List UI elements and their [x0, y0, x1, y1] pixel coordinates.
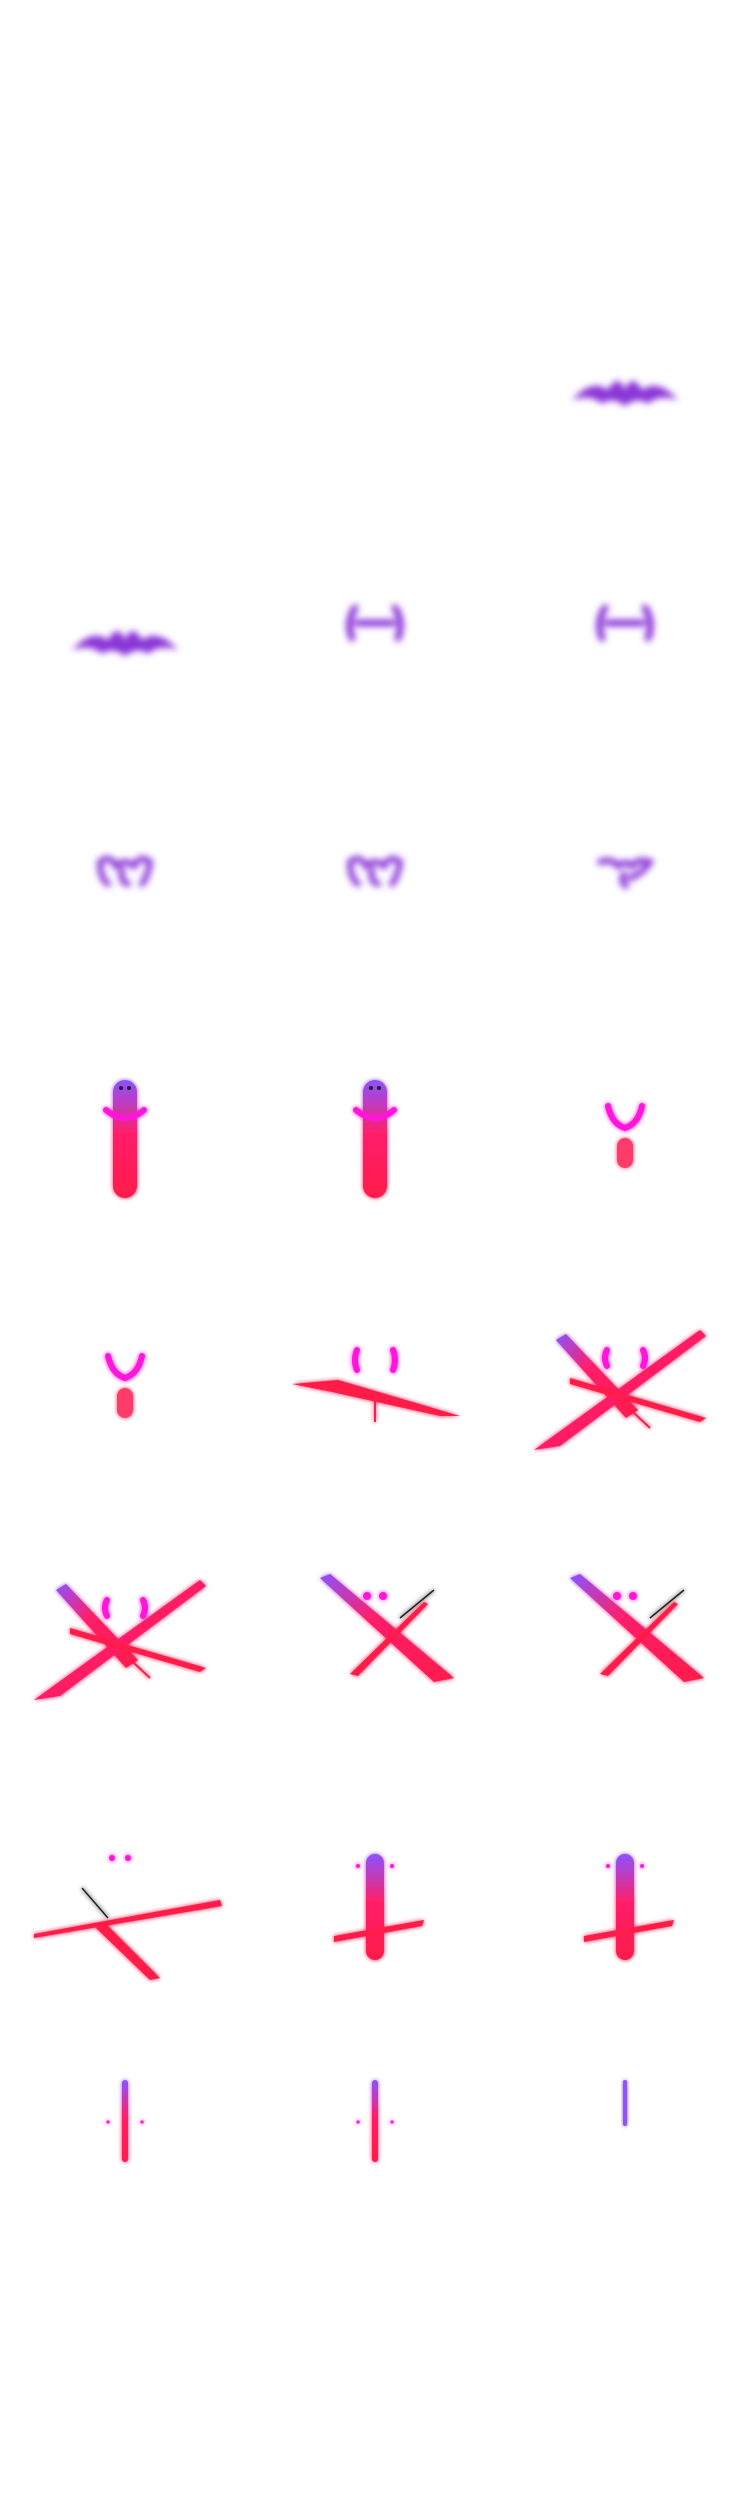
- sprite-frame-26-thin-vertical-line: [500, 2000, 750, 2250]
- sprite-frame-21-slash-blades-eyes: [0, 1750, 250, 2000]
- sprite-crossed-blades-eyes: [570, 1574, 704, 1682]
- sprite-bat-folding: [346, 604, 404, 642]
- sprite-empty: [0, 250, 250, 500]
- sprite-horns-and-pill: [605, 1103, 645, 1168]
- sprite-frame-24-thin-vertical-dots: [0, 2000, 250, 2250]
- sprite-frame-14-horns-and-pill: [500, 1000, 750, 1250]
- sprite-frame-3-empty: [0, 250, 250, 500]
- sprite-thin-vertical-line: [623, 2080, 627, 2126]
- sprite-frame-16-horns-over-slanted-blade: [250, 1250, 500, 1500]
- sprite-frame-29-empty: [500, 2250, 750, 2500]
- sprite-thin-vertical-dots: [106, 2080, 144, 2162]
- sprite-frame-5-bat-flying: [500, 250, 750, 500]
- sprite-bat-hanging: [347, 855, 404, 887]
- sprite-empty: [250, 2250, 500, 2500]
- sprite-frame-4-empty: [250, 250, 500, 500]
- sprite-crossed-blades-eyes: [320, 1574, 454, 1682]
- sprite-thin-vertical-dots: [356, 2080, 394, 2162]
- sprite-bat-hanging-small: [597, 857, 655, 889]
- sprite-empty: [250, 250, 500, 500]
- sprite-frame-0-empty: [0, 0, 250, 250]
- sprite-crossed-blades-with-horns: [34, 1580, 206, 1700]
- sprite-frame-18-crossed-blades-with-horns: [0, 1500, 250, 1750]
- sprite-frame-6-bat-flying: [0, 500, 250, 750]
- sprite-bat-flying: [572, 381, 678, 406]
- sprite-frame-7-bat-folding: [250, 500, 500, 750]
- sprite-frame-19-crossed-blades-eyes: [250, 1500, 500, 1750]
- sprite-slash-blades-eyes: [34, 1855, 222, 1980]
- sprite-frame-22-blade-cross-vertical: [250, 1750, 500, 2000]
- sprite-horns-over-slanted-blade: [292, 1347, 460, 1422]
- sprite-frame-17-crossed-blades-with-horns: [500, 1250, 750, 1500]
- sprite-frame-23-blade-cross-vertical: [500, 1750, 750, 2000]
- sprite-empty: [0, 0, 250, 250]
- sprite-figure-tall-glow: [353, 1080, 397, 1198]
- sprite-bat-folding: [596, 604, 654, 642]
- sprite-empty: [250, 0, 500, 250]
- sprite-bat-hanging: [97, 855, 154, 887]
- sprite-frame-11-bat-hanging-small: [500, 750, 750, 1000]
- sprite-empty: [0, 2250, 250, 2500]
- sprite-frame-28-empty: [250, 2250, 500, 2500]
- sprite-empty: [500, 2250, 750, 2500]
- sprite-frame-20-crossed-blades-eyes: [500, 1500, 750, 1750]
- sprite-frame-25-thin-vertical-dots: [250, 2000, 500, 2250]
- sprite-horns-and-pill: [105, 1353, 145, 1418]
- sprite-empty: [500, 0, 750, 250]
- sprite-frame-2-empty: [500, 0, 750, 250]
- sprite-frame-12-figure-tall-glow: [0, 1000, 250, 1250]
- sprite-blade-cross-vertical: [584, 1854, 674, 1960]
- sprite-frame-1-empty: [250, 0, 500, 250]
- sprite-frame-10-bat-hanging: [250, 750, 500, 1000]
- sprite-frame-13-figure-tall-glow: [250, 1000, 500, 1250]
- sprite-frame-15-horns-and-pill: [0, 1250, 250, 1500]
- sprite-figure-tall-glow: [103, 1080, 147, 1198]
- sprite-frame-8-bat-folding: [500, 500, 750, 750]
- sprite-frame-27-empty: [0, 2250, 250, 2500]
- sprite-bat-flying: [72, 631, 178, 656]
- sprite-frame-9-bat-hanging: [0, 750, 250, 1000]
- sprite-crossed-blades-with-horns: [534, 1330, 706, 1450]
- sprite-blade-cross-vertical: [334, 1854, 424, 1960]
